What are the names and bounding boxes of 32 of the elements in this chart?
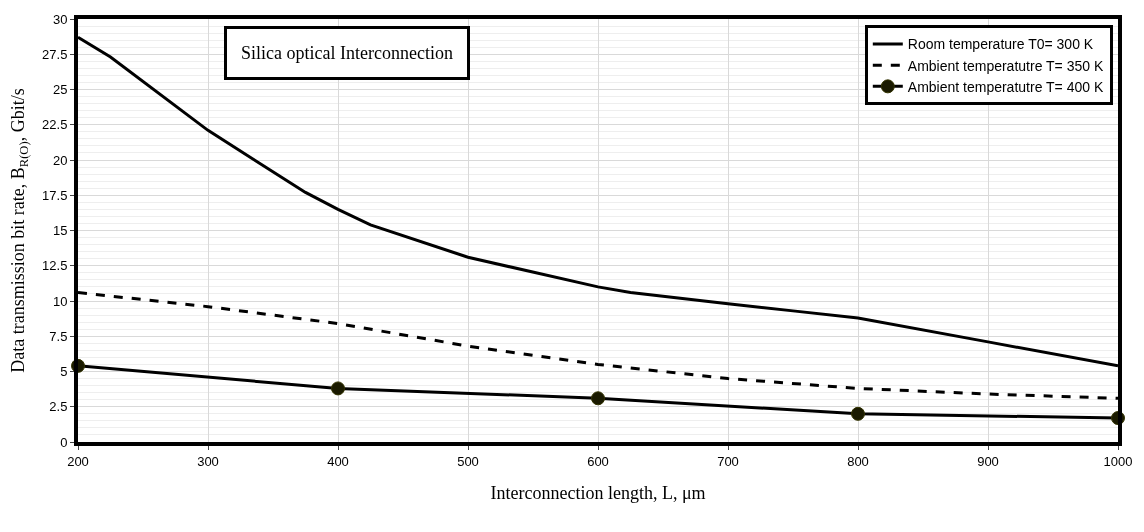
y-tick-label: 7.5 bbox=[49, 328, 68, 344]
text: Silica optical Interconnection bbox=[241, 43, 453, 63]
x-tick-label: 900 bbox=[977, 453, 999, 469]
legend-label: Room temperature T0= 300 K bbox=[907, 36, 1094, 53]
y-tick-label: 22.5 bbox=[42, 117, 68, 133]
point bbox=[851, 406, 865, 421]
x-tick-label: 800 bbox=[847, 453, 869, 469]
y-tick-label: 20 bbox=[52, 152, 68, 168]
y-tick-label: 15 bbox=[52, 223, 68, 239]
x-tick-label: 500 bbox=[457, 453, 479, 469]
y-tick-label: 2.5 bbox=[49, 399, 68, 415]
legend-label: Ambient temperatutre T= 400 K bbox=[907, 78, 1104, 95]
point bbox=[591, 391, 605, 406]
x-axis-title: Interconnection length, L, μm bbox=[490, 483, 706, 504]
legend-label: Ambient temperatutre T= 350 K bbox=[907, 57, 1104, 74]
x-tick-label: 300 bbox=[197, 453, 219, 469]
line-series bbox=[78, 291, 1118, 400]
y-tick-label: 5 bbox=[60, 364, 68, 380]
point bbox=[331, 381, 345, 396]
y-tick-label: 30 bbox=[52, 11, 68, 27]
x-tick-label: 1000 bbox=[1103, 453, 1133, 469]
x-tick-label: 200 bbox=[67, 453, 89, 469]
x-tick-label: 400 bbox=[327, 453, 349, 469]
y-tick-label: 25 bbox=[52, 82, 68, 98]
y-tick-label: 12.5 bbox=[42, 258, 68, 274]
y-tick-label: 10 bbox=[52, 293, 68, 309]
x-tick-label: 600 bbox=[587, 453, 609, 469]
x-tick-label: 700 bbox=[717, 453, 739, 469]
line-series bbox=[78, 35, 1118, 368]
y-tick-label: 17.5 bbox=[42, 187, 68, 203]
y-tick-label: 27.5 bbox=[42, 46, 68, 62]
y-tick-label: 0 bbox=[60, 434, 68, 450]
